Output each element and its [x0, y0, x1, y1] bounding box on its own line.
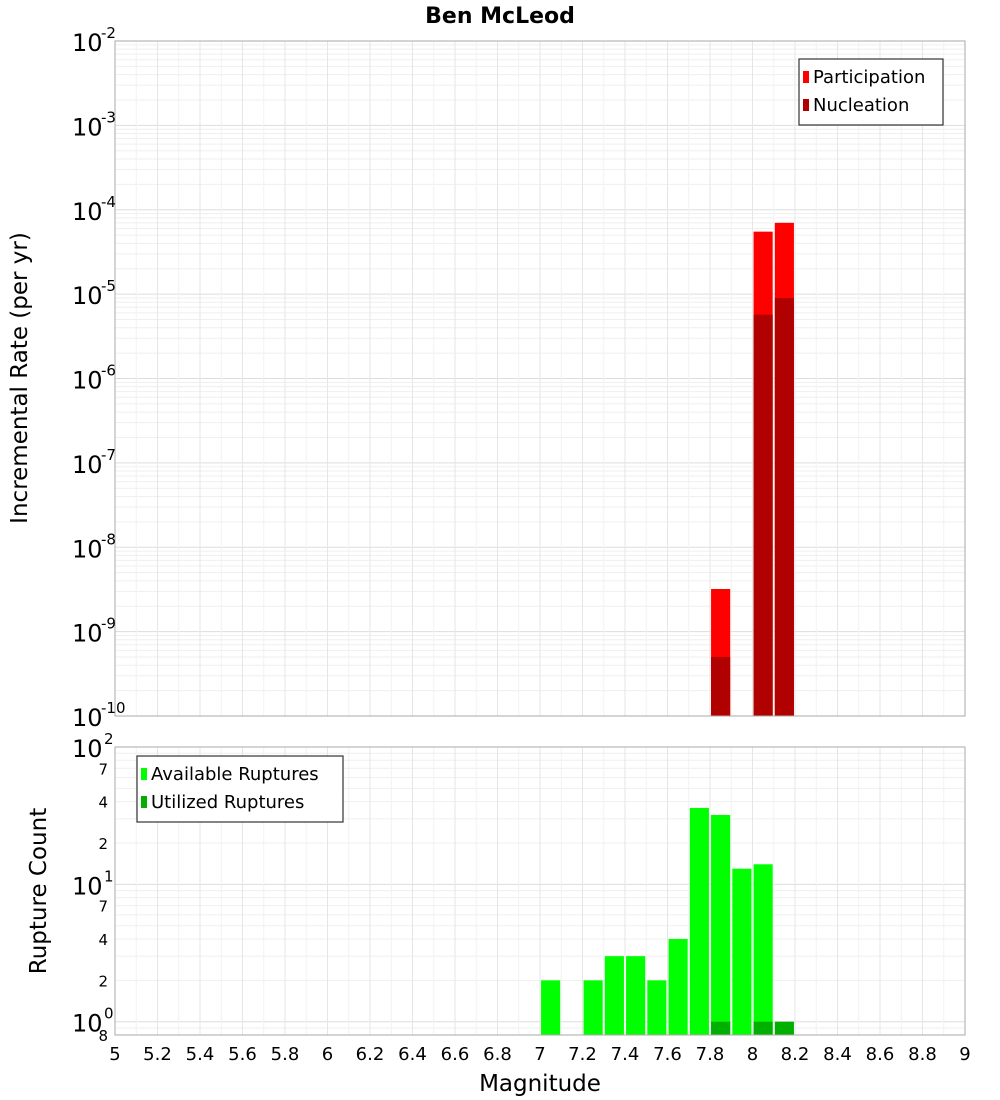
top-bar-nucleation [774, 297, 794, 716]
top-y-tick-base: 10 [72, 282, 103, 310]
x-tick-label: 8.8 [908, 1044, 937, 1065]
top-legend-swatch [803, 99, 809, 111]
top-legend-label: Nucleation [813, 95, 909, 116]
bottom-bar-available-ruptures [753, 864, 773, 1035]
x-tick-label: 5 [109, 1044, 120, 1065]
bottom-bar-available-ruptures [689, 807, 709, 1035]
top-legend-swatch [803, 71, 809, 83]
top-panel: 10-210-310-410-510-610-710-810-910-10Par… [72, 24, 966, 732]
chart-title: Ben McLeod [425, 4, 575, 29]
bottom-bar-available-ruptures [647, 980, 667, 1035]
x-tick-label: 8.6 [866, 1044, 895, 1065]
top-y-tick-exp: -4 [101, 193, 116, 211]
top-y-tick-exp: -9 [101, 615, 116, 633]
bottom-y-tick-base: 10 [72, 872, 103, 900]
top-y-tick-exp: -5 [101, 277, 116, 295]
x-tick-label: 7.4 [611, 1044, 640, 1065]
bottom-bar-available-ruptures [711, 814, 731, 1035]
top-y-tick-exp: -3 [101, 108, 116, 126]
x-axis-label: Magnitude [479, 1071, 601, 1097]
x-tick-label: 7.2 [568, 1044, 597, 1065]
x-tick-label: 5.8 [271, 1044, 300, 1065]
top-y-tick-base: 10 [72, 704, 103, 732]
bottom-legend-swatch [141, 768, 147, 780]
bottom-bar-available-ruptures [604, 956, 624, 1035]
top-y-tick-base: 10 [72, 367, 103, 395]
bottom-bar-available-ruptures [732, 868, 752, 1035]
x-tick-label: 6.8 [483, 1044, 512, 1065]
bottom-bar-available-ruptures [541, 980, 561, 1035]
x-tick-label: 6.4 [398, 1044, 427, 1065]
bottom-y-minor-tick: 7 [98, 760, 108, 778]
x-tick-label: 7 [534, 1044, 545, 1065]
top-y-tick-base: 10 [72, 535, 103, 563]
x-tick-label: 5.2 [143, 1044, 172, 1065]
bottom-legend-swatch [141, 796, 147, 808]
top-y-tick-exp: -8 [101, 530, 116, 548]
x-tick-label: 8.2 [781, 1044, 810, 1065]
x-tick-label: 9 [959, 1044, 970, 1065]
x-tick-label: 5.4 [186, 1044, 215, 1065]
x-tick-label: 7.6 [653, 1044, 682, 1065]
bottom-legend [136, 755, 344, 823]
bottom-y-minor-tick: 2 [98, 972, 108, 990]
x-tick-label: 6 [322, 1044, 333, 1065]
top-bar-nucleation [711, 657, 731, 716]
top-legend [798, 58, 944, 126]
bottom-y-tick-exp: 1 [104, 867, 114, 885]
bottom-y-minor-tick: 4 [98, 931, 108, 949]
bottom-bar-available-ruptures [626, 956, 646, 1035]
x-tick-label: 8.4 [823, 1044, 852, 1065]
top-frame [114, 40, 966, 717]
top-y-tick-base: 10 [72, 451, 103, 479]
top-bar-nucleation [753, 314, 773, 716]
x-tick-label: 6.2 [356, 1044, 385, 1065]
bottom-y-minor-tick: 2 [98, 835, 108, 853]
bottom-legend-label: Utilized Ruptures [151, 792, 304, 813]
x-tick-label: 8 [747, 1044, 758, 1065]
top-y-tick-exp: -10 [101, 699, 126, 717]
bottom-bar-utilized-ruptures [753, 1021, 773, 1035]
bottom-y-axis-label: Rupture Count [26, 808, 52, 974]
bottom-y-tick-exp: 0 [104, 1005, 114, 1023]
bottom-y-tick-exp: 2 [104, 730, 114, 748]
bottom-bar-utilized-ruptures [774, 1021, 794, 1035]
top-y-axis-label: Incremental Rate (per yr) [7, 232, 33, 524]
bottom-y-tick-base: 10 [72, 735, 103, 763]
top-y-tick-exp: -6 [101, 362, 116, 380]
x-tick-label: 5.6 [228, 1044, 257, 1065]
bottom-y-minor-tick: 4 [98, 794, 108, 812]
bottom-y-minor-tick: 7 [98, 898, 108, 916]
top-y-tick-exp: -7 [101, 446, 116, 464]
top-y-tick-base: 10 [72, 198, 103, 226]
top-y-tick-base: 10 [72, 29, 103, 57]
x-tick-label: 6.6 [441, 1044, 470, 1065]
bottom-bar-utilized-ruptures [711, 1021, 731, 1035]
x-tick-label: 7.8 [696, 1044, 725, 1065]
bottom-bar-available-ruptures [668, 939, 688, 1035]
bottom-frame [114, 746, 966, 1036]
bottom-y-tick-base: 10 [72, 1010, 103, 1038]
bottom-bar-available-ruptures [583, 980, 603, 1035]
bottom-y-minor-tick: 8 [98, 1027, 108, 1045]
bottom-legend-label: Available Ruptures [151, 764, 319, 785]
top-legend-label: Participation [813, 67, 925, 88]
top-y-tick-base: 10 [72, 620, 103, 648]
top-y-tick-base: 10 [72, 113, 103, 141]
top-y-tick-exp: -2 [101, 24, 116, 42]
